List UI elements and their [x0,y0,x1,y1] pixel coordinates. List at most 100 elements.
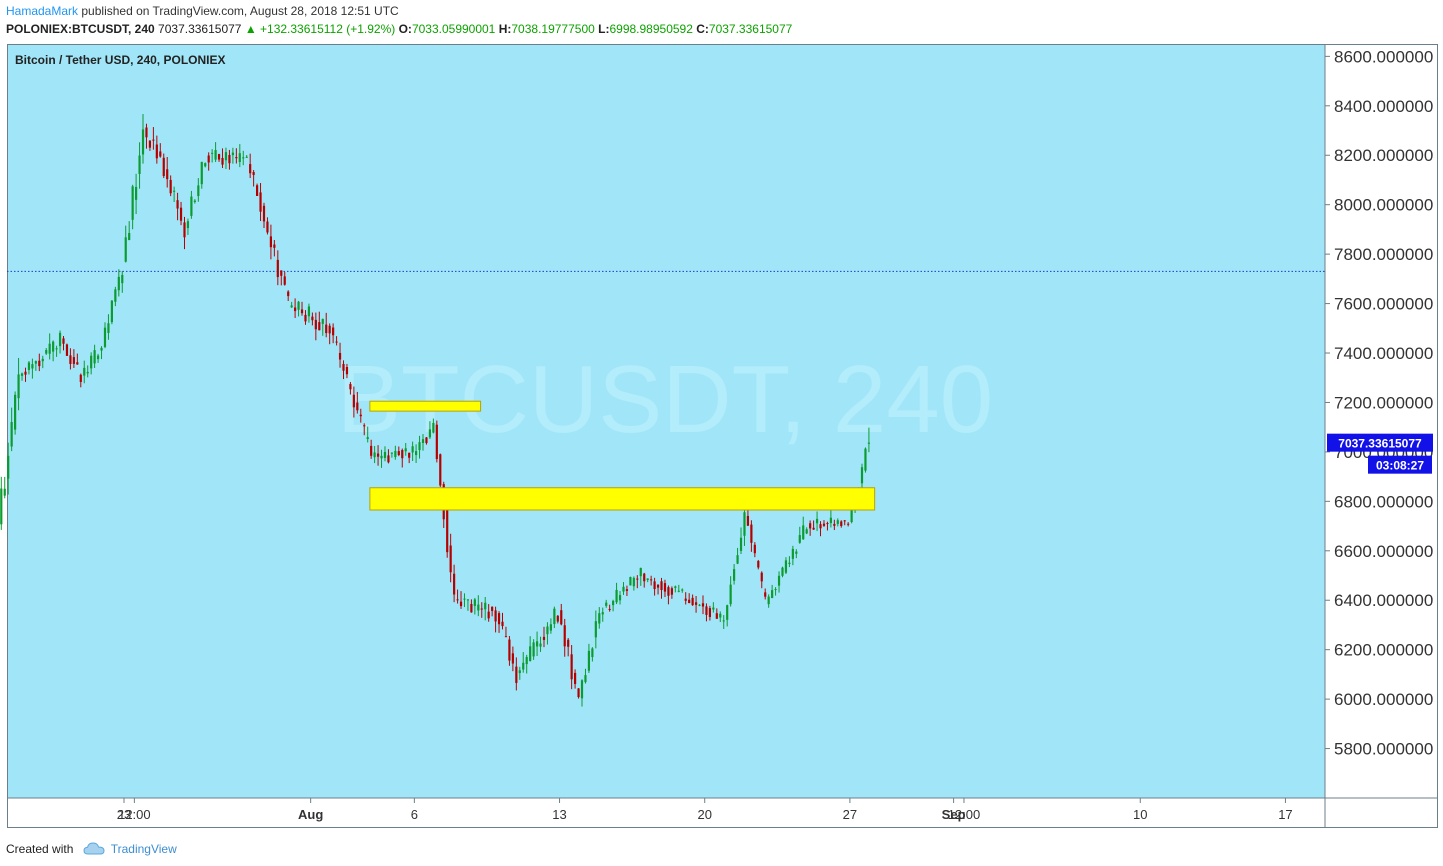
candle-body [62,338,65,344]
change-value: ▲ +132.33615112 (+1.92%) [244,22,396,36]
candle-body [7,455,10,479]
candle-body [228,154,231,164]
candle-body [798,535,801,543]
candle-body [532,642,535,657]
candle-body [280,270,283,276]
candle-body [283,276,286,285]
candle-body [76,362,79,365]
candle-body [14,394,17,430]
candle-body [52,341,55,352]
candle-body [639,567,642,577]
candle-body [553,608,556,625]
candle-body [148,140,152,148]
candle-body [190,196,193,216]
candle-body [573,672,577,684]
candle-body [847,523,850,525]
candle-body [342,364,345,371]
candle-body [663,583,667,592]
candle-body [103,327,107,347]
candle-body [843,520,846,522]
candle-body [601,612,604,615]
candle-body [705,606,708,615]
candle-body [262,205,266,222]
y-tick-label: 8400.000000 [1334,97,1433,116]
candle-body [580,680,584,699]
candle-body [688,599,691,604]
author-link[interactable]: HamadaMark [6,4,79,18]
last-price: 7037.33615077 [158,22,242,36]
candle-body [356,402,359,411]
candle-body [138,155,141,174]
candle-body [819,524,822,529]
candle-body [217,154,221,160]
candle-body [491,606,494,611]
candle-body [487,611,490,619]
candle-body [691,597,694,606]
zone-rectangle-2 [369,487,876,511]
candle-body [795,551,798,554]
candle-body [805,529,808,534]
candle-body [511,653,514,664]
candle-body [328,325,331,334]
candle-body [221,157,224,165]
candle-body [411,446,414,453]
x-tick-label: 12:00 [118,807,151,822]
candle-body [677,590,680,592]
candle-body [255,185,259,196]
publish-info: HamadaMark published on TradingView.com,… [6,4,399,18]
candle-body [826,523,829,525]
candle-body [207,155,210,163]
candle-body [840,521,843,526]
candle-body [45,349,48,354]
candle-body [760,572,763,582]
candle-body [522,662,525,670]
candle-body [193,200,196,202]
chart-frame [7,44,1438,828]
candle-body [802,525,805,540]
zone-rectangle-1 [369,400,482,412]
candle-body [428,429,432,438]
candle-body [321,318,324,324]
candle-body [750,524,753,543]
candle-body [86,371,89,374]
x-tick-label: 6 [411,807,418,822]
candle-body [529,646,532,661]
candle-body [764,592,767,597]
candle-body [708,608,712,617]
candle-body [473,599,476,606]
candle-body [345,366,349,375]
candle-body [681,589,684,591]
candle-body [836,520,839,524]
candle-body [10,422,13,447]
close-label: C: [696,22,709,36]
candle-body [387,455,390,463]
candle-body [300,309,304,314]
candle-body [812,527,815,530]
tradingview-brand[interactable]: TradingView [110,842,177,856]
candle-body [712,607,715,610]
candle-body [791,548,794,559]
y-tick-label: 7800.000000 [1334,245,1433,264]
candle-body [380,455,383,459]
candle-body [701,603,705,607]
candle-body [335,341,338,343]
candle-body [439,454,442,486]
candle-body [124,237,127,262]
candle-body [501,621,504,627]
countdown-label: 03:08:27 [1376,459,1424,473]
candle-body [587,650,591,671]
x-tick-label: 20 [697,807,711,822]
y-tick-label: 6400.000000 [1334,591,1433,610]
candle-body [79,374,82,382]
candle-body [128,233,131,241]
candle-body [733,569,736,581]
candle-body [183,222,186,238]
candle-body [69,355,72,364]
candle-body [3,488,6,496]
candle-body [594,621,597,638]
candle-body [822,523,826,526]
candle-body [55,348,58,350]
candle-body [100,347,103,351]
candle-body [719,613,722,618]
